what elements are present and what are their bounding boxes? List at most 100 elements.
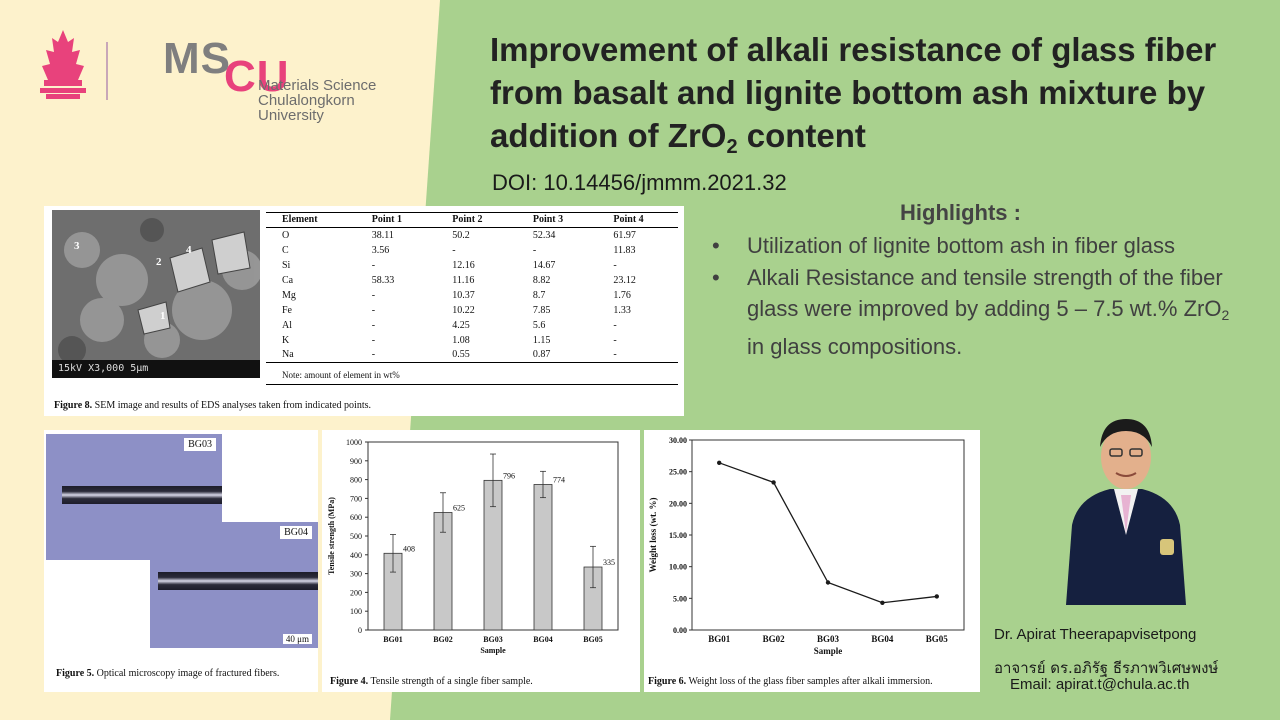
highlight-item: • Utilization of lignite bottom ash in fi… — [712, 233, 1175, 258]
sem-scale-bar: 15kV X3,000 5μm — [52, 360, 260, 378]
y-tick-label: 10.00 — [669, 563, 687, 572]
y-axis-label: Tensile strength (MPa) — [327, 497, 336, 575]
table-cell: 0.55 — [436, 347, 517, 363]
microscopy-image-bg04: BG04 40 μm — [150, 522, 318, 648]
table-cell: Si — [282, 259, 291, 271]
chula-emblem-icon — [40, 30, 86, 99]
table-cell: Ca — [282, 274, 294, 286]
x-tick-label: BG04 — [533, 635, 553, 644]
table-cell: - — [371, 334, 376, 346]
x-tick-label: BG02 — [433, 635, 453, 644]
table-row: Al - 4.25 5.6 - — [266, 318, 678, 333]
scale-bar: 40 μm — [282, 634, 312, 644]
author-email: Email: apirat.t@chula.ac.th — [1010, 676, 1190, 693]
table-cell: 5.6 — [532, 319, 546, 331]
table-cell: 8.82 — [532, 274, 551, 286]
y-tick-label: 900 — [350, 457, 362, 466]
y-tick-label: 600 — [350, 513, 362, 522]
table-cell: - — [371, 319, 376, 331]
x-tick-label: BG03 — [817, 634, 840, 644]
table-cell: K — [282, 334, 290, 346]
x-tick-label: BG02 — [763, 634, 786, 644]
y-tick-label: 800 — [350, 476, 362, 485]
figure-5-caption: Figure 5. Optical microscopy image of fr… — [56, 668, 280, 679]
table-cell: 52.34 — [532, 229, 556, 241]
weight-loss-chart: 0.00 5.00 10.00 15.00 20.00 25.00 30.00 BG01 BG0… — [648, 436, 965, 656]
table-row: K - 1.08 1.15 - — [266, 333, 678, 348]
table-cell: 11.16 — [452, 274, 475, 286]
logo-ms: MS — [163, 34, 231, 83]
figure-4-caption: Figure 4. Tensile strength of a single f… — [330, 676, 533, 687]
sem-image: 3 2 4 1 15kV X3,000 5μm — [52, 210, 260, 378]
data-label: 796 — [503, 471, 515, 480]
data-label: 408 — [403, 544, 415, 553]
sample-tag: BG03 — [184, 438, 216, 451]
table-cell: 61.97 — [613, 229, 636, 241]
data-point — [825, 580, 831, 585]
y-tick-label: 30.00 — [669, 436, 687, 445]
table-cell: - — [355, 347, 437, 363]
highlight-item: • Alkali Resistance and tensile strength … — [712, 265, 1230, 359]
data-label: 774 — [553, 475, 565, 484]
data-label: 335 — [603, 558, 615, 567]
data-point — [771, 480, 776, 485]
y-tick-label: 400 — [350, 551, 362, 560]
figure-4: 0 100 200 300 400 500 600 700 800 900 1000 408 BG01 6… — [322, 430, 640, 692]
table-row: O 38.11 50.2 52.34 61.97 — [266, 228, 678, 243]
table-row: C 3.56 - - 11.83 — [266, 243, 678, 258]
logo-subtitle: Materials Science Chulalongkorn Universit… — [258, 77, 377, 124]
figure-8: 3 2 4 1 15kV X3,000 5μm Element Point 1 Po… — [44, 206, 684, 416]
table-cell: 1.76 — [613, 289, 631, 301]
x-tick-label: BG03 — [483, 635, 503, 644]
mscu-logo: MS CU Materials Science Chulalongkorn Uni… — [38, 28, 418, 123]
table-row: Na -0.55 0.87- — [266, 347, 678, 363]
fiber-bg03 — [62, 486, 222, 504]
data-label: 625 — [453, 504, 465, 513]
table-cell: - — [452, 244, 456, 256]
y-tick-label: 200 — [350, 588, 362, 597]
doi: DOI: 10.14456/jmmm.2021.32 — [492, 170, 787, 195]
figure-8-caption: Figure 8. SEM image and results of EDS a… — [54, 400, 371, 411]
figure-6-caption: Figure 6. Weight loss of the glass fiber… — [648, 676, 933, 687]
y-tick-label: 0 — [358, 626, 362, 635]
plot-frame — [691, 439, 965, 631]
x-tick-label: BG05 — [583, 635, 603, 644]
eds-table: Element Point 1 Point 2 Point 3 Point 4 O 38.… — [266, 212, 678, 363]
table-cell: 23.12 — [613, 274, 636, 286]
table-cell: 10.37 — [452, 289, 475, 301]
table-cell: 1.08 — [452, 334, 470, 346]
bar — [533, 484, 553, 631]
table-cell: C — [282, 244, 289, 256]
table-cell: 50.2 — [452, 229, 470, 241]
y-axis-label: Weight loss (wt. %) — [648, 498, 658, 573]
eds-note: Note: amount of element in wt% — [282, 370, 400, 380]
logo-cu: CU — [224, 52, 290, 101]
table-row: Si - 12.16 14.67 - — [266, 258, 678, 273]
table-row: Ca 58.33 11.16 8.82 23.12 — [266, 273, 678, 288]
paper-title: Improvement of alkali resistance of glas… — [490, 31, 1217, 158]
table-cell: 11.83 — [613, 244, 636, 256]
table-cell: Mg — [282, 289, 296, 301]
x-tick-label: BG04 — [871, 634, 894, 644]
table-cell: - — [613, 334, 617, 346]
table-rule — [266, 384, 678, 385]
table-cell: 4.25 — [452, 319, 470, 331]
fiber-bg04 — [158, 572, 318, 590]
table-cell: 12.16 — [452, 259, 475, 271]
y-tick-label: 300 — [350, 570, 362, 579]
table-cell: - — [597, 347, 678, 363]
table-cell: Na — [266, 347, 356, 363]
table-cell: 38.11 — [371, 229, 394, 241]
sem-point-label: 3 — [74, 240, 80, 252]
y-tick-label: 700 — [350, 494, 362, 503]
y-tick-label: 0.00 — [673, 626, 687, 635]
table-cell: 58.33 — [371, 274, 395, 286]
x-tick-label: BG05 — [926, 634, 949, 644]
y-tick-label: 20.00 — [669, 499, 687, 508]
y-tick-label: 5.00 — [673, 594, 687, 603]
table-cell: - — [613, 319, 617, 331]
table-cell: 0.87 — [516, 347, 598, 363]
table-cell: Fe — [282, 304, 292, 316]
y-tick-label: 500 — [350, 532, 362, 541]
table-cell: 10.22 — [452, 304, 475, 316]
